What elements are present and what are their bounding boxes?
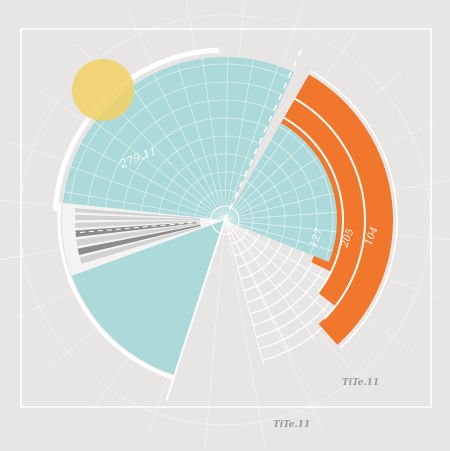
big-wedge-grid-spoke: [153, 73, 226, 221]
right-wedge-grid-spoke: [224, 211, 337, 221]
stripe-arc: [237, 236, 272, 268]
dashed-separator: [224, 47, 303, 221]
big-wedge-grid-spoke: [224, 59, 254, 221]
rim-left: [57, 202, 71, 278]
guide-line: [224, 219, 414, 353]
big-wedge-grid-spoke: [64, 191, 226, 221]
right-wedge-grid-spoke: [224, 157, 319, 221]
caption-inner: TiTe.11: [342, 378, 379, 388]
rim-bottom: [67, 276, 175, 380]
ring-separator: [294, 97, 366, 320]
left-dashed-line: [61, 219, 226, 235]
stripe-spoke: [224, 219, 265, 365]
guide-circle: [19, 14, 431, 426]
stripe-spoke: [224, 219, 316, 341]
right-wedge-grid-arc: [262, 153, 302, 249]
guide-line: [224, 219, 374, 397]
stripe-arc: [253, 257, 328, 326]
right-wedge-grid-spoke: [224, 192, 334, 221]
big-wedge-grid-spoke: [224, 57, 229, 221]
right-wedge-grid-arc: [238, 195, 254, 231]
big-wedge-grid: [64, 57, 292, 221]
bar-0: [79, 226, 202, 264]
right-wedge-grid-arc: [270, 139, 318, 255]
big-wedge-grid-spoke: [94, 121, 226, 221]
right-wedge-grid-arc: [246, 181, 270, 237]
bar-6: [75, 208, 201, 219]
wedge-edge-line: [165, 219, 226, 402]
right-wedge-grid-spoke: [224, 219, 333, 252]
striped-sector: [224, 219, 367, 365]
stripe-arc: [249, 252, 317, 315]
right-wedge-grid-arc: [278, 126, 334, 261]
bar-4: [75, 220, 201, 228]
stripe-arc: [234, 232, 261, 257]
stripe-arc: [231, 228, 250, 245]
guide-line: [224, 219, 266, 447]
big-wedge-grid-spoke: [224, 65, 279, 221]
frame: [20, 28, 432, 408]
rim-orange: [310, 70, 398, 349]
right-wedge-grid-spoke: [224, 174, 328, 221]
stripe-spoke: [224, 219, 292, 355]
big-wedge-grid-spoke: [201, 58, 226, 221]
teal-right-wedge: [225, 123, 338, 262]
right-wedge-grid-spoke: [224, 219, 337, 233]
stripe-spoke: [224, 219, 337, 321]
guide-line: [204, 219, 226, 450]
big-wedge-grid-arc: [158, 153, 254, 214]
bar-5: [75, 214, 201, 220]
bar-1: [77, 224, 201, 256]
big-wedge-grid-arc: [69, 63, 292, 204]
big-wedge-grid-spoke: [176, 64, 226, 221]
right-wedge-grid-spoke: [224, 129, 292, 221]
big-wedge-grid-arc: [141, 135, 261, 212]
big-wedge-grid-spoke: [111, 102, 226, 221]
center-hub: [210, 205, 240, 235]
stripe-arc: [243, 244, 295, 292]
bar-sector: [61, 202, 225, 276]
yellow-sun: [72, 59, 134, 121]
big-wedge-grid-spoke: [70, 166, 226, 221]
ring-separator: [283, 116, 344, 294]
big-wedge-grid-arc: [176, 171, 246, 216]
orange-ring-outer: [295, 74, 393, 345]
big-wedge-grid-spoke: [80, 143, 226, 221]
right-wedge-grid-spoke: [224, 141, 306, 221]
caption-outer: TiTe.11: [273, 420, 310, 430]
stripe-arc: [240, 240, 283, 280]
guide-line: [224, 219, 323, 429]
bar-2: [76, 223, 201, 247]
big-wedge-grid-arc: [87, 81, 284, 206]
stripe-arc: [246, 248, 306, 303]
right-wedge-grid-arc: [254, 167, 286, 243]
big-wedge-grid-arc: [105, 99, 276, 208]
bar-3: [75, 221, 201, 237]
orange-ring-middle: [284, 98, 365, 307]
right-wedge-grid: [224, 126, 337, 261]
big-wedge-grid-spoke: [131, 86, 226, 221]
